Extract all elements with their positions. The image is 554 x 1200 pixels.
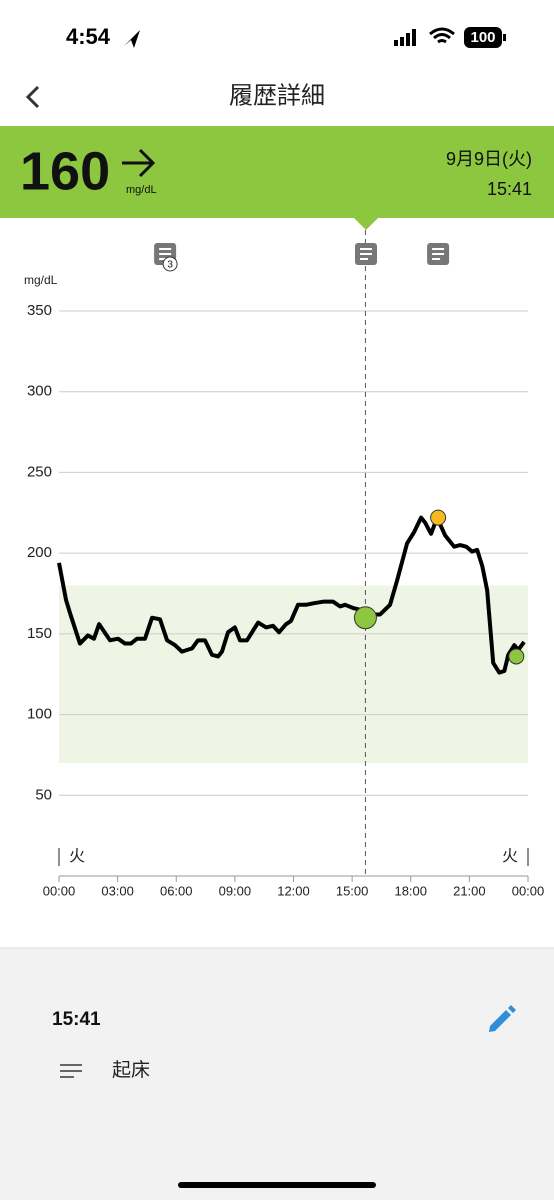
y-tick-label: 150: [27, 625, 52, 642]
y-tick-label: 200: [27, 544, 52, 561]
banner-pointer: [354, 218, 378, 230]
status-time: 4:54: [66, 24, 111, 49]
back-button[interactable]: [25, 85, 40, 109]
trend-arrow: [122, 148, 156, 178]
y-tick-label: 250: [27, 463, 52, 480]
y-tick-label: 350: [27, 302, 52, 319]
battery-tip: [503, 34, 506, 41]
detail-note: 起床: [112, 1059, 150, 1081]
x-tick-label: 00:00: [43, 883, 76, 898]
y-tick-label: 100: [27, 706, 52, 723]
reading-unit: mg/dL: [126, 184, 157, 196]
x-tick-label: 06:00: [160, 883, 193, 898]
signal-icon: [394, 29, 416, 46]
wifi-icon: [429, 27, 455, 44]
x-tick-label: 09:00: [219, 883, 252, 898]
reading-point[interactable]: [430, 509, 447, 526]
y-tick-label: 50: [35, 786, 52, 803]
glucose-line: [57, 515, 526, 675]
x-tick-label: 21:00: [453, 883, 486, 898]
reading-value: 160: [20, 141, 110, 201]
x-tick-label: 00:00: [512, 883, 545, 898]
y-tick-label: 300: [27, 383, 52, 400]
day-label: 火: [502, 848, 518, 865]
edit-button[interactable]: [489, 1005, 516, 1032]
note-icon: [60, 1064, 82, 1078]
x-tick-label: 12:00: [277, 883, 310, 898]
y-axis-label: mg/dL: [24, 273, 58, 287]
x-tick-label: 18:00: [394, 883, 427, 898]
note-badge: [162, 256, 178, 272]
reading-time: 15:41: [487, 179, 532, 199]
reading-date: 9月9日(火): [446, 149, 532, 169]
reading-banner: [0, 126, 554, 218]
reading-point[interactable]: [508, 648, 525, 665]
battery-level: 100: [470, 29, 495, 46]
page-title: 履歴詳細: [229, 82, 325, 109]
chart: mg/dL 50 100 150 200 250 300 350 00:00 03:00 06:00…: [24, 230, 544, 898]
note-count: 3: [167, 260, 173, 271]
home-indicator: [178, 1182, 376, 1188]
x-tick-label: 03:00: [101, 883, 134, 898]
location-icon: [124, 30, 140, 48]
reading-point[interactable]: [353, 606, 377, 630]
x-tick-label: 15:00: [336, 883, 369, 898]
battery: [464, 27, 502, 48]
day-label: 火: [69, 848, 85, 865]
detail-time: 15:41: [52, 1009, 101, 1030]
detail-panel: [0, 948, 554, 1200]
